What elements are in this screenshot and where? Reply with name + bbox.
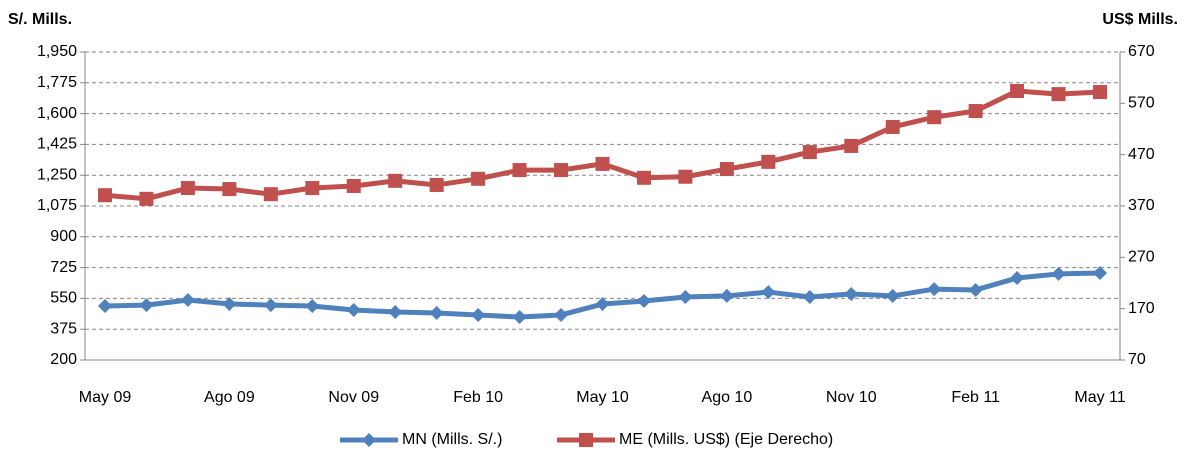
y2-tick-label: 270 bbox=[1128, 249, 1155, 266]
data-point bbox=[678, 289, 693, 304]
data-point bbox=[98, 188, 112, 203]
x-tick-label: May 10 bbox=[576, 389, 629, 406]
x-tick-label: Nov 10 bbox=[826, 389, 877, 406]
data-point bbox=[554, 163, 569, 178]
data-point bbox=[678, 169, 693, 184]
data-point bbox=[844, 287, 859, 301]
x-tick-label: Ago 10 bbox=[702, 389, 753, 406]
data-point bbox=[346, 178, 361, 193]
data-point bbox=[719, 162, 734, 177]
data-point bbox=[512, 163, 527, 178]
y-tick-label: 1,250 bbox=[37, 166, 77, 183]
data-point bbox=[1010, 84, 1025, 99]
y2-tick-label: 70 bbox=[1128, 351, 1146, 368]
x-tick-label: Feb 11 bbox=[951, 389, 1000, 406]
data-point bbox=[222, 182, 237, 197]
data-point bbox=[263, 187, 278, 202]
data-point bbox=[595, 297, 610, 312]
data-point bbox=[305, 181, 320, 196]
legend-marker bbox=[362, 433, 376, 447]
y2-tick-label: 170 bbox=[1128, 300, 1155, 317]
data-point bbox=[968, 282, 983, 297]
y-tick-label: 1,075 bbox=[37, 197, 77, 214]
data-point bbox=[388, 304, 403, 319]
x-tick-label: Feb 10 bbox=[453, 389, 503, 406]
data-point bbox=[927, 110, 942, 125]
data-point bbox=[305, 298, 320, 313]
series-line bbox=[104, 88, 1101, 202]
data-point bbox=[885, 288, 900, 303]
y2-tick-label: 570 bbox=[1128, 95, 1155, 112]
data-point bbox=[429, 306, 444, 321]
y2-axis-title: US$ Mills. bbox=[1102, 11, 1178, 28]
data-point bbox=[761, 154, 776, 169]
x-tick-label: Ago 09 bbox=[204, 389, 255, 406]
y-tick-label: 900 bbox=[50, 228, 77, 245]
data-point bbox=[98, 298, 112, 313]
x-tick-label: May 09 bbox=[79, 389, 132, 406]
y-tick-label: 375 bbox=[50, 320, 77, 337]
data-point bbox=[719, 288, 734, 303]
legend-label: MN (Mills. S/.) bbox=[402, 431, 502, 448]
data-point bbox=[1051, 266, 1066, 281]
data-point bbox=[139, 191, 154, 206]
data-point bbox=[968, 104, 983, 119]
data-point bbox=[471, 171, 486, 186]
data-point bbox=[388, 173, 403, 188]
y2-tick-label: 470 bbox=[1128, 146, 1155, 163]
data-point bbox=[1051, 87, 1066, 102]
data-point bbox=[885, 119, 900, 134]
y2-tick-label: 670 bbox=[1128, 43, 1155, 60]
x-tick-label: May 11 bbox=[1074, 389, 1125, 406]
data-point bbox=[927, 282, 942, 297]
data-point bbox=[346, 303, 361, 318]
data-point bbox=[429, 177, 444, 192]
y-tick-label: 1,600 bbox=[37, 105, 77, 122]
y-tick-label: 1,775 bbox=[37, 74, 77, 91]
data-point bbox=[180, 292, 195, 307]
data-point bbox=[554, 307, 569, 322]
data-point bbox=[222, 297, 237, 312]
x-tick-label: Nov 09 bbox=[328, 389, 379, 406]
data-point bbox=[1093, 85, 1107, 100]
y-axis-title: S/. Mills. bbox=[8, 11, 72, 28]
data-point bbox=[761, 285, 776, 300]
y-tick-label: 200 bbox=[50, 351, 77, 368]
data-point bbox=[180, 181, 195, 196]
data-point bbox=[512, 310, 527, 325]
data-point bbox=[471, 307, 486, 322]
data-point bbox=[802, 145, 817, 160]
data-point bbox=[802, 289, 817, 304]
data-point bbox=[1093, 266, 1107, 281]
y-tick-label: 1,950 bbox=[37, 43, 77, 60]
data-point bbox=[1010, 270, 1025, 285]
data-point bbox=[636, 170, 651, 185]
y-tick-label: 1,425 bbox=[37, 136, 77, 153]
data-point bbox=[844, 138, 859, 153]
y-tick-label: 725 bbox=[50, 259, 77, 276]
data-point bbox=[139, 298, 154, 313]
legend-label: ME (Mills. US$) (Eje Derecho) bbox=[619, 431, 833, 448]
data-point bbox=[636, 294, 651, 309]
legend-marker bbox=[579, 433, 593, 447]
data-point bbox=[263, 298, 278, 313]
y-tick-label: 550 bbox=[50, 290, 77, 307]
y2-tick-label: 370 bbox=[1128, 197, 1155, 214]
data-point bbox=[595, 156, 610, 171]
